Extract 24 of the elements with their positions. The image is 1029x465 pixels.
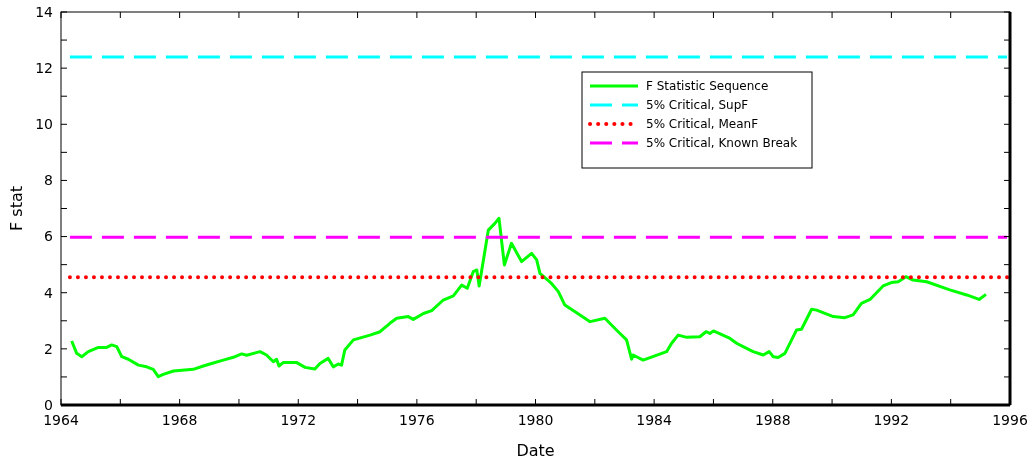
y-tick-label: 12 xyxy=(35,60,53,77)
x-tick-label: 1972 xyxy=(280,412,317,428)
x-tick-label: 1968 xyxy=(161,412,198,428)
legend-label: F Statistic Sequence xyxy=(646,79,769,93)
y-tick-label: 8 xyxy=(44,172,53,189)
legend-label: 5% Critical, SupF xyxy=(646,98,749,112)
line-series xyxy=(70,216,988,379)
x-tick-label: 1964 xyxy=(43,412,79,428)
y-tick-label: 6 xyxy=(44,228,54,245)
legend-label: 5% Critical, MeanF xyxy=(646,117,759,131)
x-tick-label: 1996 xyxy=(992,412,1028,428)
y-tick-label: 10 xyxy=(35,116,53,133)
y-tick-label: 14 xyxy=(35,3,54,20)
x-tick-label: 1988 xyxy=(754,412,791,428)
x-tick-label: 1980 xyxy=(517,412,554,428)
x-tick-label: 1992 xyxy=(873,412,910,428)
legend-label: 5% Critical, Known Break xyxy=(646,136,798,150)
y-tick-label: 0 xyxy=(44,396,53,413)
x-tick-label: 1984 xyxy=(636,412,673,428)
y-axis-title: F stat xyxy=(7,186,26,231)
x-tick-label: 1976 xyxy=(399,412,435,428)
y-tick-label: 4 xyxy=(44,284,54,301)
x-axis-title: Date xyxy=(516,441,555,460)
y-tick-label: 2 xyxy=(44,340,53,357)
